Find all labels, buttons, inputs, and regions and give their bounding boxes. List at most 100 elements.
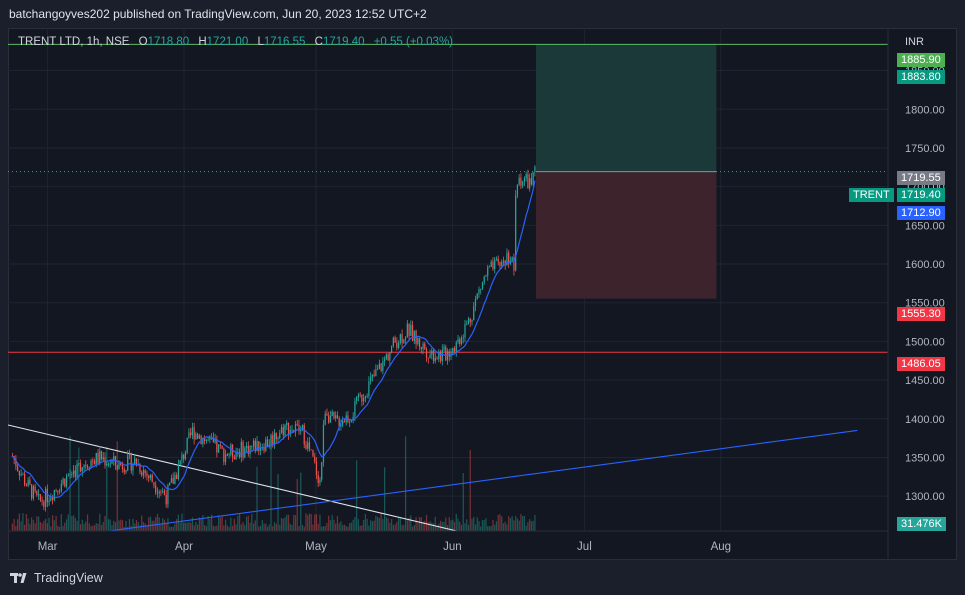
volume-bar	[71, 515, 73, 531]
volume-bar	[467, 524, 470, 531]
candle-body	[511, 257, 513, 261]
volume-bar	[51, 515, 54, 531]
candle-body	[462, 337, 464, 339]
volume-bar	[401, 524, 403, 531]
volume-bar	[37, 516, 40, 531]
volume-bar	[43, 520, 45, 531]
volume-bar	[492, 520, 494, 531]
volume-bar	[237, 515, 239, 531]
volume-bar	[354, 517, 356, 531]
stop-zone	[536, 171, 717, 299]
candle-body	[130, 454, 132, 471]
candle-body	[263, 447, 265, 451]
candle-body	[404, 337, 407, 340]
candle-body	[326, 413, 328, 416]
legend-high-label: H	[198, 36, 207, 48]
candle-body	[349, 421, 351, 423]
volume-bar	[125, 520, 127, 531]
candle-body	[342, 420, 344, 425]
position-zones	[536, 44, 717, 299]
volume-bar	[415, 517, 417, 531]
candle-body	[69, 474, 71, 476]
candle-body	[85, 465, 87, 466]
candle-body	[445, 346, 447, 361]
symbol-legend[interactable]: TRENT LTD, 1h, NSE O1718.80 H1721.00 L17…	[18, 36, 453, 48]
candle-body	[270, 435, 272, 445]
candle-body	[286, 422, 288, 425]
candle-body	[485, 275, 487, 277]
volume-bar	[432, 523, 435, 531]
candle-body	[34, 486, 36, 491]
volume-bar	[291, 525, 293, 531]
candle-body	[156, 492, 159, 494]
volume-bar	[483, 519, 485, 531]
volume-bar	[44, 518, 47, 531]
candle-body	[83, 465, 85, 468]
candle-body	[343, 420, 346, 423]
volume-bar	[373, 520, 375, 531]
candle-body	[397, 342, 400, 348]
candle-body	[425, 349, 428, 358]
volume-bar	[534, 514, 536, 531]
candle-body	[107, 463, 110, 465]
candle-body	[252, 440, 255, 447]
volume-bar	[378, 518, 380, 531]
volume-bar	[429, 521, 431, 531]
tradingview-logo[interactable]: TradingView	[10, 570, 103, 586]
moving-average	[11, 180, 536, 499]
candle-body	[88, 467, 90, 469]
volume-bar	[155, 517, 157, 531]
candle-body	[102, 457, 104, 460]
candle-body	[296, 424, 298, 425]
volume-bar	[506, 524, 508, 531]
candle-body	[219, 444, 221, 447]
candle-body	[291, 429, 293, 431]
volume-bar	[120, 519, 122, 531]
trendline	[109, 429, 858, 532]
volume-bar	[252, 523, 255, 531]
volume-bar	[148, 517, 150, 531]
volume-bar	[207, 515, 209, 531]
candle-body	[490, 261, 492, 267]
symbol-tag[interactable]: TRENT	[849, 188, 894, 202]
volume-bar	[331, 515, 333, 531]
volume-bar	[179, 522, 181, 531]
candle-body	[195, 433, 197, 440]
volume-bar	[490, 526, 492, 531]
candle-body	[183, 454, 185, 460]
volume-bar	[214, 526, 216, 531]
volume-bar	[114, 522, 117, 531]
volume-bar	[420, 517, 422, 531]
volume-bar	[455, 513, 457, 531]
candle-body	[134, 458, 136, 465]
volume-bar	[186, 522, 188, 531]
volume-bar	[328, 515, 330, 531]
candle-body	[439, 351, 442, 362]
time-tick-label: Apr	[175, 541, 193, 553]
candle-body	[522, 181, 524, 186]
target-zone	[536, 44, 717, 172]
volume-bar	[132, 518, 134, 531]
candle-body	[375, 369, 377, 376]
volume-bar	[485, 518, 487, 531]
volume-bar	[153, 520, 155, 531]
volume-bar	[31, 517, 33, 531]
candle-body	[148, 475, 150, 479]
candle-body	[338, 418, 340, 427]
candle-body	[352, 416, 354, 421]
volume-bar	[525, 525, 527, 531]
volume-bar	[230, 517, 232, 531]
volume-bar	[268, 524, 270, 531]
price-chart[interactable]: 1300.00 1350.00 1400.00 1450.00 1500.00 1550.…	[8, 28, 957, 560]
candle-body	[424, 343, 426, 350]
volume-bar	[501, 516, 503, 531]
volume-bar	[27, 518, 29, 531]
volume-bar	[85, 521, 87, 531]
candle-body	[359, 394, 361, 396]
volume-bar	[163, 519, 166, 531]
volume-bar	[394, 524, 396, 531]
volume-bar	[319, 514, 321, 531]
candle-body	[100, 451, 103, 460]
candle-body	[113, 456, 115, 461]
volume-bar	[349, 523, 351, 531]
